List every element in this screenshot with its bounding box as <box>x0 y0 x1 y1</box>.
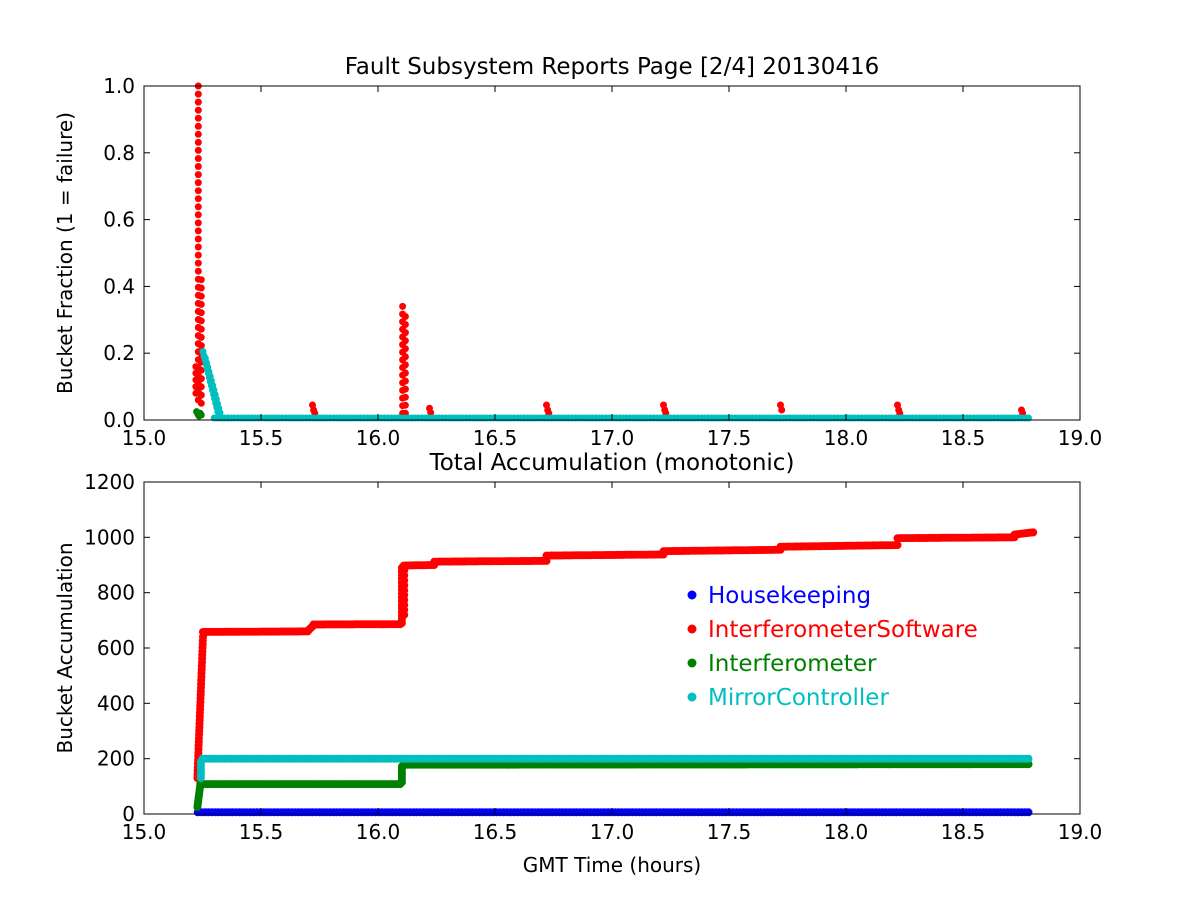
y-tick-label: 1200 <box>84 470 135 494</box>
fault-fraction-chart: 15.0 15.5 16.0 16.5 17.0 17.5 18.0 18.5 19.0 0.0 0… <box>53 54 1102 450</box>
y-tick-label: 800 <box>97 581 135 605</box>
chart-title: Fault Subsystem Reports Page [2/4] 20130… <box>345 54 880 80</box>
y-tick-label: 400 <box>97 691 135 715</box>
x-tick-label: 17.0 <box>590 820 635 844</box>
x-tick-label: 16.0 <box>356 426 401 450</box>
x-tick-label: 17.5 <box>707 820 752 844</box>
total-accumulation-chart: 15.0 15.5 16.0 16.5 17.0 17.5 18.0 18.5 19.0 0 200… <box>53 450 1102 877</box>
y-tick-label: 1.0 <box>103 74 135 98</box>
x-tick-label: 15.5 <box>239 820 284 844</box>
y-tick-label: 1000 <box>84 525 135 549</box>
y-tick-label: 0.4 <box>103 274 135 298</box>
legend-label: Housekeeping <box>708 583 871 609</box>
series-InterferometerSoftware <box>193 528 1038 782</box>
x-tick-label: 18.0 <box>824 426 869 450</box>
legend-label: Interferometer <box>708 651 877 677</box>
y-tick-label: 0.6 <box>103 208 135 232</box>
x-tick-label: 19.0 <box>1058 820 1103 844</box>
x-tick-label: 16.0 <box>356 820 401 844</box>
x-axis-label: GMT Time (hours) <box>523 853 701 877</box>
y-axis-label: Bucket Accumulation <box>53 542 77 753</box>
x-tick-label: 17.0 <box>590 426 635 450</box>
x-tick-label: 16.5 <box>473 820 518 844</box>
y-tick-label: 0 <box>122 802 135 826</box>
x-tick-label: 18.5 <box>941 426 986 450</box>
legend-marker <box>687 624 697 634</box>
legend-marker <box>687 590 697 600</box>
axis-tick-labels: 15.0 15.5 16.0 16.5 17.0 17.5 18.0 18.5 19.0 0.0 0… <box>103 74 1102 450</box>
legend-marker <box>687 692 697 702</box>
y-tick-label: 600 <box>97 636 135 660</box>
y-tick-label: 0.0 <box>103 408 135 432</box>
series-InterferometerSoftware <box>192 82 1027 417</box>
x-tick-label: 16.5 <box>473 426 518 450</box>
chart-title: Total Accumulation (monotonic) <box>429 450 795 476</box>
series-Interferometer <box>193 760 1033 812</box>
legend-label: MirrorController <box>708 685 889 711</box>
x-tick-label: 18.5 <box>941 820 986 844</box>
axis-ticks <box>143 85 1081 421</box>
series-MirrorController <box>199 348 1032 422</box>
axis-tick-labels: 15.0 15.5 16.0 16.5 17.0 17.5 18.0 18.5 19.0 0 200… <box>84 470 1102 844</box>
plot-frame <box>143 85 1081 421</box>
y-axis-label: Bucket Fraction (1 = failure) <box>53 112 77 394</box>
y-tick-label: 200 <box>97 747 135 771</box>
series-MirrorController <box>196 754 1033 782</box>
x-tick-label: 15.5 <box>239 426 284 450</box>
series-Interferometer <box>193 408 205 420</box>
axis-ticks <box>143 481 1081 815</box>
legend: Housekeeping InterferometerSoftware Interf… <box>687 583 978 711</box>
y-tick-label: 0.8 <box>103 141 135 165</box>
x-tick-label: 15.0 <box>122 426 167 450</box>
x-tick-label: 18.0 <box>824 820 869 844</box>
legend-marker <box>687 658 697 668</box>
x-tick-label: 15.0 <box>122 820 167 844</box>
x-tick-label: 19.0 <box>1058 426 1103 450</box>
series-Housekeeping <box>193 808 1033 817</box>
x-tick-label: 17.5 <box>707 426 752 450</box>
legend-label: InterferometerSoftware <box>708 617 978 643</box>
y-tick-label: 0.2 <box>103 341 135 365</box>
